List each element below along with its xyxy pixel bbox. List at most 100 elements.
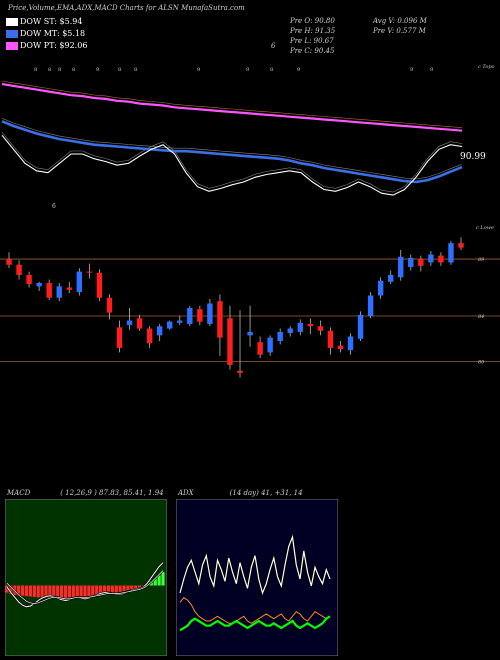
candle-body xyxy=(428,254,434,263)
legend-mt: DOW MT: $5.18 xyxy=(6,29,85,38)
ema-volume-label: 9 xyxy=(246,67,249,73)
candle-chart: c Lowe 89 84 80 xyxy=(0,225,500,378)
candle-body xyxy=(398,256,404,278)
chart-title: Price,Volume,EMA,ADX,MACD Charts for ALS… xyxy=(8,4,245,12)
ema-value-label: 90.99 xyxy=(460,152,486,162)
candle-body xyxy=(227,318,233,365)
candle-body xyxy=(458,243,464,248)
quote-pre-c: Pre C: 90.45 xyxy=(290,47,335,55)
legend-st-swatch xyxy=(6,18,18,26)
ema-volume-label: 9 xyxy=(410,67,413,73)
candle-body xyxy=(46,282,52,298)
macd-title: MACD xyxy=(7,489,31,497)
macd-marks xyxy=(5,561,165,608)
candle-marks xyxy=(6,237,464,378)
ema-lines xyxy=(1,80,463,196)
candle-body xyxy=(156,326,163,336)
legend-pt: DOW PT: $92.06 xyxy=(6,41,87,50)
ema-volume-label: 9 xyxy=(96,67,99,73)
macd-header: MACD ( 12,26,9 ) 87.83, 85.41, 1.94 xyxy=(7,489,164,497)
ema-volume-label: 9 xyxy=(297,67,300,73)
adx-line-plusdi xyxy=(179,597,331,624)
candle-level-label: 80 xyxy=(478,360,485,366)
candle-body xyxy=(6,259,12,265)
candle-body xyxy=(207,303,213,324)
adx-background xyxy=(176,499,338,656)
candle-body xyxy=(257,342,263,355)
candle-body xyxy=(317,326,324,331)
ema-volume-label: 8 xyxy=(72,67,75,73)
candle-body xyxy=(418,259,424,266)
ema-volume-label: 9 xyxy=(430,67,433,73)
candle-body xyxy=(237,370,243,373)
candle-body xyxy=(387,274,394,282)
candle-corner-label: c Lowe xyxy=(476,225,494,231)
candle-body xyxy=(217,301,223,338)
ema-corner-label: c Topo xyxy=(478,64,495,70)
candle-body xyxy=(297,322,303,332)
candle-body xyxy=(66,287,72,290)
quote-pre-h: Pre H: 91.35 xyxy=(290,27,336,35)
ema-volume-label: 8 xyxy=(270,67,273,73)
top-digit: 6 xyxy=(271,42,276,50)
candle-level-label: 84 xyxy=(478,314,484,320)
macd-chart xyxy=(5,499,167,656)
ema-companion-dow-st xyxy=(1,132,463,193)
candle-body xyxy=(377,280,384,296)
candle-body xyxy=(86,271,93,273)
ema-volume-label: 8 xyxy=(58,67,61,73)
ema-volume-labels-top: 8 8 8 8 9 8 8 9 9 8 9 9 9 xyxy=(34,67,433,73)
legend-st: DOW ST: $5.94 xyxy=(6,17,82,26)
adx-params: (14 day) 41, +31, 14 xyxy=(229,489,303,497)
candle-body xyxy=(408,257,414,268)
ema-companion-dow-mt xyxy=(1,118,463,180)
legend-mt-swatch xyxy=(6,30,18,38)
candle-body xyxy=(126,320,133,326)
candle-body xyxy=(36,282,42,287)
candle-body xyxy=(96,272,103,298)
candle-body xyxy=(56,286,62,298)
candle-body xyxy=(347,336,354,351)
candle-body xyxy=(187,308,193,324)
candle-body xyxy=(136,318,143,329)
ema-companion-dow-pt xyxy=(1,80,463,128)
candle-body xyxy=(327,330,334,348)
candle-body xyxy=(197,309,203,322)
candle-body xyxy=(26,274,32,285)
quote-pre-o: Pre O: 90.80 xyxy=(290,17,335,25)
quote-pre-l: Pre L: 90.67 xyxy=(290,37,334,45)
candle-body xyxy=(448,243,454,263)
candle-body xyxy=(76,271,83,293)
candle-body xyxy=(116,327,123,348)
candle-body xyxy=(277,331,283,342)
adx-title: ADX xyxy=(178,489,194,497)
adx-header: ADX (14 day) 41, +31, 14 xyxy=(178,489,303,497)
adx-marks xyxy=(178,531,332,632)
candle-body xyxy=(287,328,293,334)
quote-pre-v: Pre V: 0.577 M xyxy=(373,27,426,35)
adx-line-adx xyxy=(179,534,331,595)
candle-body xyxy=(267,337,273,353)
adx-line-minusdi xyxy=(179,615,331,632)
ema-line-dow-mt xyxy=(1,120,463,184)
candle-body xyxy=(438,255,444,263)
legend-pt-swatch xyxy=(6,42,18,50)
candle-body xyxy=(16,264,22,275)
candle-body xyxy=(337,345,344,350)
candle-level-label: 89 xyxy=(478,257,485,263)
candle-body xyxy=(357,314,364,339)
ema-volume-label: 9 xyxy=(197,67,200,73)
macd-background xyxy=(5,499,167,656)
candle-body xyxy=(106,297,113,313)
candle-body xyxy=(367,295,374,316)
quote-avg-v: Avg V: 0.096 M xyxy=(373,17,427,25)
candle-body xyxy=(146,328,153,344)
ema-volume-label: 8 xyxy=(48,67,51,73)
adx-chart xyxy=(176,499,338,656)
macd-params: ( 12,26,9 ) 87.83, 85.41, 1.94 xyxy=(60,489,164,497)
candle-body xyxy=(247,331,253,336)
candle-body xyxy=(307,323,314,327)
ema-volume-label: 8 xyxy=(118,67,121,73)
ema-line-dow-pt xyxy=(1,82,463,132)
